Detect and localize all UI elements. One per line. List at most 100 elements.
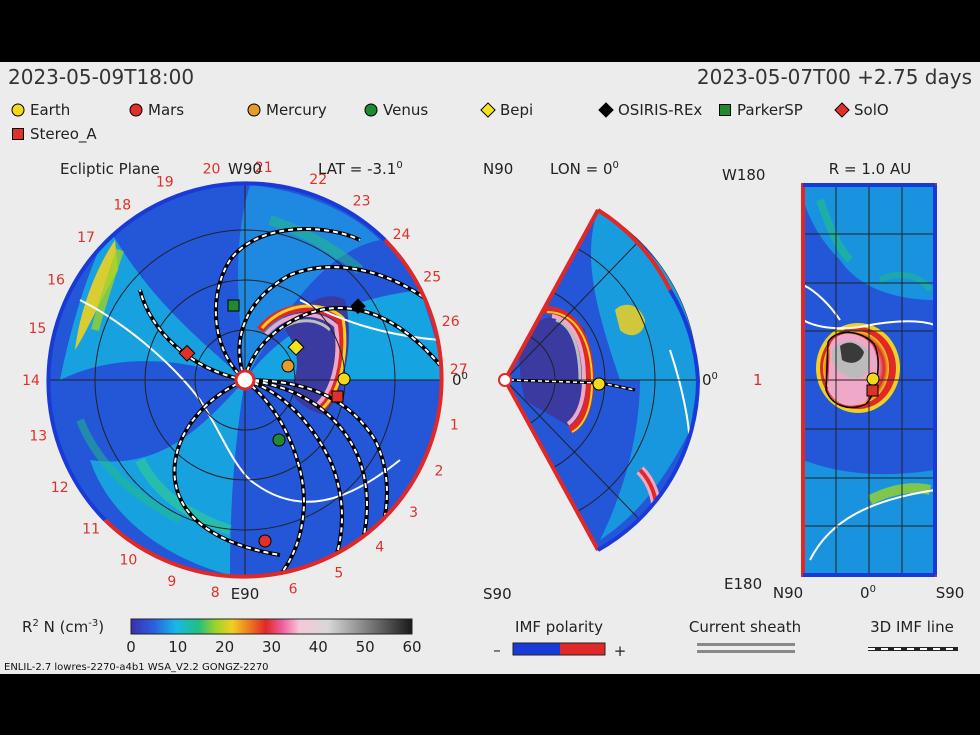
longitude-label: LON = 00 [550,160,619,178]
mars-marker [258,534,272,548]
carrington-label: 3 [409,505,418,521]
legend-label: Bepi [500,101,533,119]
carrington-label: 23 [353,194,371,210]
carrington-label: 20 [203,162,221,178]
imf-plus-label: + [614,642,627,660]
radial-side-label: 1 [753,371,763,389]
carrington-label: 14 [22,373,40,389]
radial-earth-marker [866,372,880,386]
ecliptic-zero-label: 00 [452,371,468,389]
legend-label: Stereo_A [30,125,97,144]
legend-item-solo: SolO [834,101,889,119]
legend-item-osiris-rex: OSIRIS-REx [598,101,702,119]
legend-label: Mars [148,101,184,119]
carrington-label: 21 [255,160,273,176]
earth-marker [337,372,351,386]
legend: Earth Mars Mercury Venus Bepi OSIRIS-REx Parke… [11,101,889,144]
density-colorbar: R2 N (cm-3) 0 10 20 30 40 50 60 [22,618,422,656]
bepi-marker [287,338,305,356]
ecliptic-title: Ecliptic Plane [60,160,160,178]
radius-label: R = 1.0 AU [829,160,911,178]
legend-label: Earth [30,101,70,119]
imf-line-label: 3D IMF line [870,618,954,636]
carrington-label: 2 [434,463,443,479]
carrington-label: 10 [119,553,137,569]
carrington-label: 22 [309,172,327,188]
legend-marker [719,104,731,116]
carrington-label: 17 [77,230,95,246]
solo-marker [178,344,196,362]
radial-sphere-plot: R = 1.0 AU W180 E180 1 N90 00 S90 [722,160,964,602]
meridional-earth-marker [592,377,606,391]
carrington-label: 8 [211,585,220,601]
radial-x-label-mid: 00 [860,584,876,602]
stereo-a-marker [331,390,344,403]
legend-label: Venus [383,101,428,119]
meridional-zero-label: 00 [702,371,718,389]
carrington-label: 26 [442,314,460,330]
carrington-label: 12 [51,480,69,496]
legend-marker [247,103,261,117]
legend-item-bepi: Bepi [480,101,533,119]
legend-marker [598,102,614,118]
legend-marker [480,102,496,118]
legend-item-mars: Mars [129,101,184,119]
imf-minus-label: – [493,641,501,659]
carrington-label: 4 [375,539,384,555]
colorbar-tick: 30 [262,638,281,656]
carrington-label: 1 [450,418,459,434]
carrington-label: 16 [47,273,65,289]
imf-polarity-legend: IMF polarity – + [493,618,626,660]
legend-marker [364,103,378,117]
colorbar-tick: 10 [168,638,187,656]
legend-item-stereo-a: Stereo_A [12,125,97,144]
model-time: 2023-05-09T18:00 [8,65,194,89]
colorbar-tick: 40 [309,638,328,656]
legend-label: Mercury [266,101,327,119]
legend-item-venus: Venus [364,101,428,119]
carrington-label: 27 [450,362,468,378]
current-sheath-legend: Current sheath [689,618,801,653]
carrington-label: 5 [334,565,343,581]
venus-marker [272,433,286,447]
carrington-label: 13 [29,428,47,444]
ecliptic-bottom-label: E90 [231,585,260,603]
legend-marker [12,128,24,140]
carrington-label: 18 [113,198,131,214]
legend-label: OSIRIS-REx [618,101,702,119]
legend-label: ParkerSP [737,101,803,119]
carrington-label: 11 [82,522,100,538]
carrington-label: 19 [156,175,174,191]
latitude-label: LAT = -3.10 [318,160,403,178]
meridional-bottom-label: S90 [483,585,512,603]
carrington-label: 24 [393,227,411,243]
legend-item-parkersp: ParkerSP [719,101,803,119]
meridional-top-label: N90 [483,160,513,178]
radial-top-label: W180 [722,166,765,184]
carrington-label: 9 [167,574,176,590]
colorbar-tick: 20 [215,638,234,656]
radial-x-label-left: N90 [773,584,803,602]
legend-item-mercury: Mercury [247,101,327,119]
run-time: 2023-05-07T00 +2.75 days [697,65,972,89]
current-sheath-label: Current sheath [689,618,801,636]
ecliptic-top-label: W90 [228,160,262,178]
colorbar-tick: 0 [126,638,136,656]
legend-label: SolO [854,101,889,119]
carrington-label: 6 [289,582,298,598]
carrington-label: 15 [28,321,46,337]
osiris-rex-marker [350,298,366,315]
legend-item-earth: Earth [11,101,70,119]
legend-marker [834,102,850,118]
model-footer: ENLIL-2.7 lowres-2270-a4b1 WSA_V2.2 GONG… [4,662,269,673]
legend-marker [11,103,25,117]
colorbar-label: R2 N (cm-3) [22,618,104,636]
colorbar-tick: 50 [356,638,375,656]
radial-bottom-label: E180 [724,575,762,593]
imf-line-legend: 3D IMF line [868,618,958,651]
colorbar-tick: 60 [402,638,421,656]
radial-x-label-right: S90 [936,584,965,602]
